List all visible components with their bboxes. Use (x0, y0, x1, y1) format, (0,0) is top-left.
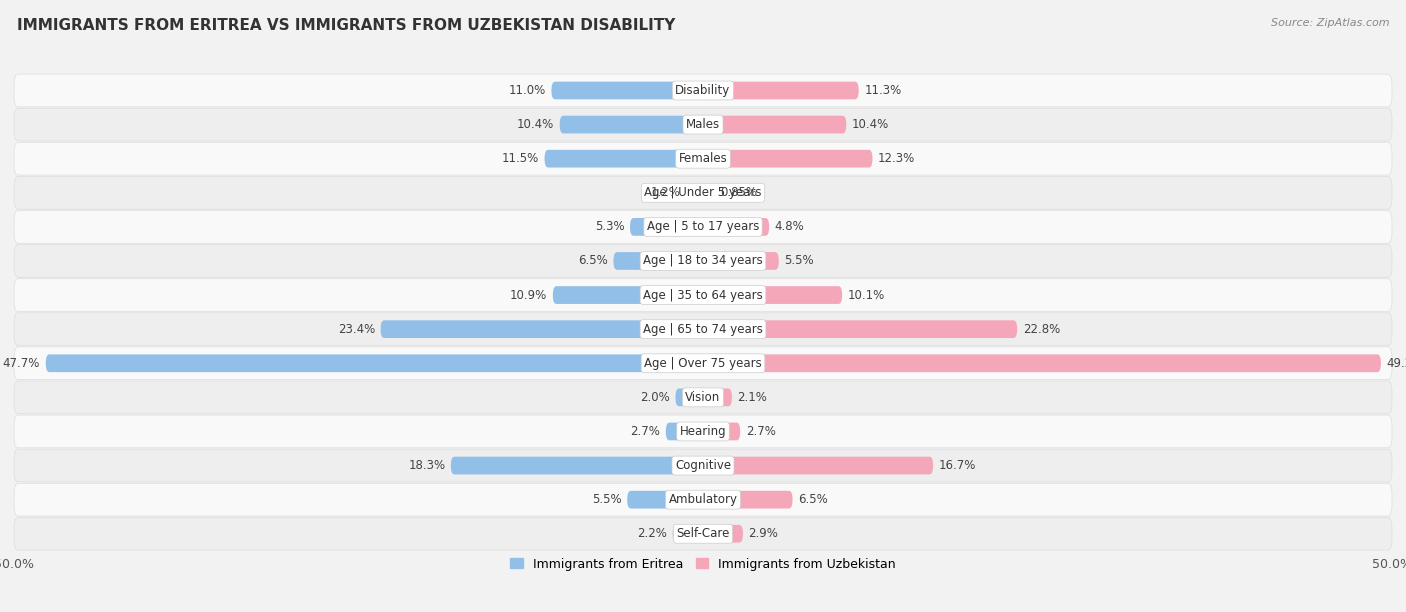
Text: Vision: Vision (685, 391, 721, 404)
FancyBboxPatch shape (675, 389, 703, 406)
Text: 10.1%: 10.1% (848, 289, 884, 302)
FancyBboxPatch shape (14, 211, 1392, 243)
Text: Disability: Disability (675, 84, 731, 97)
FancyBboxPatch shape (703, 218, 769, 236)
Text: Cognitive: Cognitive (675, 459, 731, 472)
Text: 5.3%: 5.3% (595, 220, 624, 233)
FancyBboxPatch shape (14, 108, 1392, 141)
Text: 11.3%: 11.3% (865, 84, 901, 97)
FancyBboxPatch shape (551, 81, 703, 99)
Text: 1.2%: 1.2% (651, 186, 681, 200)
Text: Age | 18 to 34 years: Age | 18 to 34 years (643, 255, 763, 267)
FancyBboxPatch shape (544, 150, 703, 168)
Text: 10.4%: 10.4% (852, 118, 889, 131)
FancyBboxPatch shape (613, 252, 703, 270)
FancyBboxPatch shape (630, 218, 703, 236)
FancyBboxPatch shape (381, 320, 703, 338)
Text: 12.3%: 12.3% (877, 152, 915, 165)
Text: 6.5%: 6.5% (799, 493, 828, 506)
Text: 23.4%: 23.4% (337, 323, 375, 335)
Text: Males: Males (686, 118, 720, 131)
FancyBboxPatch shape (703, 491, 793, 509)
FancyBboxPatch shape (451, 457, 703, 474)
Text: Age | 35 to 64 years: Age | 35 to 64 years (643, 289, 763, 302)
Text: Ambulatory: Ambulatory (668, 493, 738, 506)
FancyBboxPatch shape (14, 278, 1392, 312)
Text: 16.7%: 16.7% (939, 459, 976, 472)
FancyBboxPatch shape (703, 286, 842, 304)
FancyBboxPatch shape (14, 415, 1392, 448)
Text: Source: ZipAtlas.com: Source: ZipAtlas.com (1271, 18, 1389, 28)
Text: 5.5%: 5.5% (785, 255, 814, 267)
FancyBboxPatch shape (14, 176, 1392, 209)
FancyBboxPatch shape (672, 525, 703, 543)
Text: 2.0%: 2.0% (640, 391, 669, 404)
FancyBboxPatch shape (553, 286, 703, 304)
FancyBboxPatch shape (14, 483, 1392, 516)
Text: Age | Under 5 years: Age | Under 5 years (644, 186, 762, 200)
Text: Age | 65 to 74 years: Age | 65 to 74 years (643, 323, 763, 335)
Text: 6.5%: 6.5% (578, 255, 607, 267)
Text: 5.5%: 5.5% (592, 493, 621, 506)
Legend: Immigrants from Eritrea, Immigrants from Uzbekistan: Immigrants from Eritrea, Immigrants from… (505, 553, 901, 575)
Text: 11.5%: 11.5% (502, 152, 538, 165)
Text: Age | Over 75 years: Age | Over 75 years (644, 357, 762, 370)
Text: 10.9%: 10.9% (510, 289, 547, 302)
Text: 2.7%: 2.7% (630, 425, 661, 438)
FancyBboxPatch shape (14, 245, 1392, 277)
Text: 0.85%: 0.85% (720, 186, 758, 200)
FancyBboxPatch shape (703, 116, 846, 133)
FancyBboxPatch shape (560, 116, 703, 133)
FancyBboxPatch shape (46, 354, 703, 372)
FancyBboxPatch shape (14, 449, 1392, 482)
FancyBboxPatch shape (703, 354, 1381, 372)
Text: Females: Females (679, 152, 727, 165)
FancyBboxPatch shape (686, 184, 703, 201)
Text: 47.7%: 47.7% (3, 357, 41, 370)
Text: Hearing: Hearing (679, 425, 727, 438)
FancyBboxPatch shape (703, 457, 934, 474)
FancyBboxPatch shape (703, 525, 742, 543)
FancyBboxPatch shape (703, 252, 779, 270)
Text: 11.0%: 11.0% (509, 84, 546, 97)
Text: 2.1%: 2.1% (738, 391, 768, 404)
FancyBboxPatch shape (14, 347, 1392, 379)
FancyBboxPatch shape (14, 517, 1392, 550)
Text: 22.8%: 22.8% (1022, 323, 1060, 335)
Text: 2.7%: 2.7% (745, 425, 776, 438)
FancyBboxPatch shape (666, 423, 703, 440)
Text: 49.2%: 49.2% (1386, 357, 1406, 370)
Text: 18.3%: 18.3% (408, 459, 446, 472)
Text: 10.4%: 10.4% (517, 118, 554, 131)
FancyBboxPatch shape (703, 389, 733, 406)
FancyBboxPatch shape (14, 313, 1392, 346)
Text: 2.2%: 2.2% (637, 528, 668, 540)
FancyBboxPatch shape (14, 74, 1392, 107)
FancyBboxPatch shape (703, 423, 740, 440)
FancyBboxPatch shape (627, 491, 703, 509)
Text: Age | 5 to 17 years: Age | 5 to 17 years (647, 220, 759, 233)
Text: Self-Care: Self-Care (676, 528, 730, 540)
FancyBboxPatch shape (703, 320, 1017, 338)
FancyBboxPatch shape (703, 184, 714, 201)
FancyBboxPatch shape (14, 381, 1392, 414)
Text: 2.9%: 2.9% (748, 528, 779, 540)
FancyBboxPatch shape (14, 143, 1392, 175)
FancyBboxPatch shape (703, 150, 873, 168)
FancyBboxPatch shape (703, 81, 859, 99)
Text: 4.8%: 4.8% (775, 220, 804, 233)
Text: IMMIGRANTS FROM ERITREA VS IMMIGRANTS FROM UZBEKISTAN DISABILITY: IMMIGRANTS FROM ERITREA VS IMMIGRANTS FR… (17, 18, 675, 34)
